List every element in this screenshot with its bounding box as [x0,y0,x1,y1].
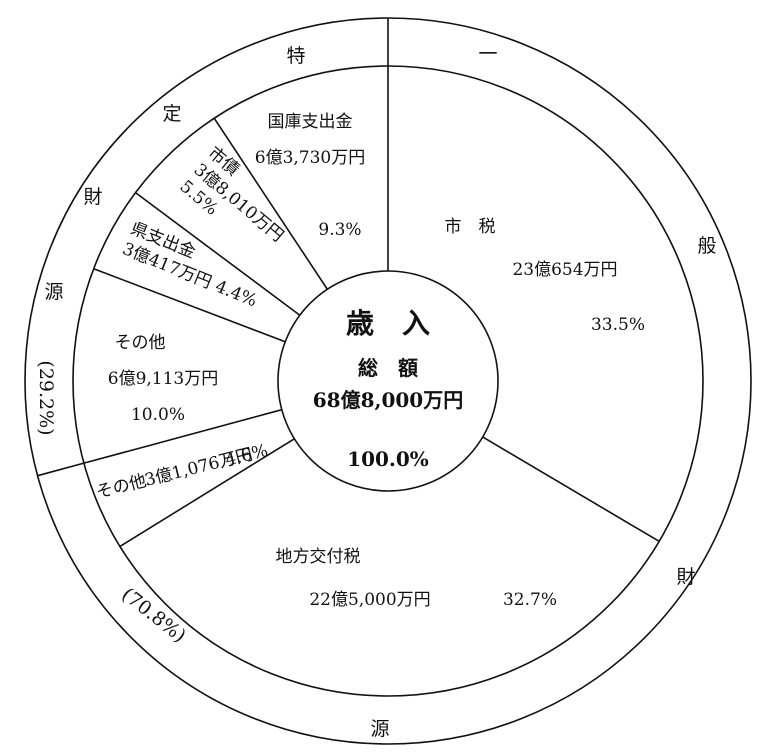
ring-general-char-2: 財 [676,566,695,588]
ring-general-percent: (70.8%) [117,583,190,647]
slice-divider-1 [482,436,660,543]
ring-specific-char-0: 特 [286,45,305,67]
ring-specific-char-2: 財 [83,186,102,208]
slice-label-other-specific: その他 [115,333,166,353]
slice-value-other-specific: 6億9,113万円 [108,369,218,389]
ring-specific-percent: (29.2%) [35,360,57,435]
ring-specific-char-3: 源 [44,281,63,303]
slice-divider-4 [93,267,286,343]
slice-label-shizei: 市 税 [445,217,496,237]
ring-general-char-0: 一 [478,43,497,65]
slice-percent-other-specific: 10.0% [131,405,185,425]
center-total-percent: 100.0% [347,447,429,471]
slice-divider-5 [135,192,301,316]
slice-percent-ken-shishutsukin: 4.4% [212,277,260,312]
center-total-label: 総 額 [358,356,418,380]
slice-label-chiho-kofuzei: 地方交付税 [276,547,361,567]
slice-divider-3 [83,408,283,464]
slice-percent-kokko-shishutsukin: 9.3% [318,220,361,240]
center-total-value: 68億8,000万円 [313,388,463,412]
slice-divider-2 [119,438,295,548]
slice-divider-6 [213,117,328,290]
slice-value-chiho-kofuzei: 22億5,000万円 [309,590,430,610]
slice-percent-chiho-kofuzei: 32.7% [503,590,557,610]
slice-label-other-general: その他 [94,471,148,503]
slice-value-kokko-shishutsukin: 6億3,730万円 [255,148,365,168]
ring-specific-char-1: 定 [162,103,181,125]
center-title: 歳 入 [346,307,430,340]
slice-label-kokko-shishutsukin: 国庫支出金 [268,112,353,132]
slice-percent-other-general: 4.6% [223,441,270,471]
slice-value-shizei: 23億654万円 [512,260,617,280]
ring-general-char-3: 源 [370,718,389,740]
slice-percent-shizei: 33.5% [591,315,645,335]
ring-general-char-1: 般 [697,235,716,257]
group-divider-1 [37,462,85,477]
group-divider-lines [37,18,389,477]
slice-divider-lines [83,66,660,548]
